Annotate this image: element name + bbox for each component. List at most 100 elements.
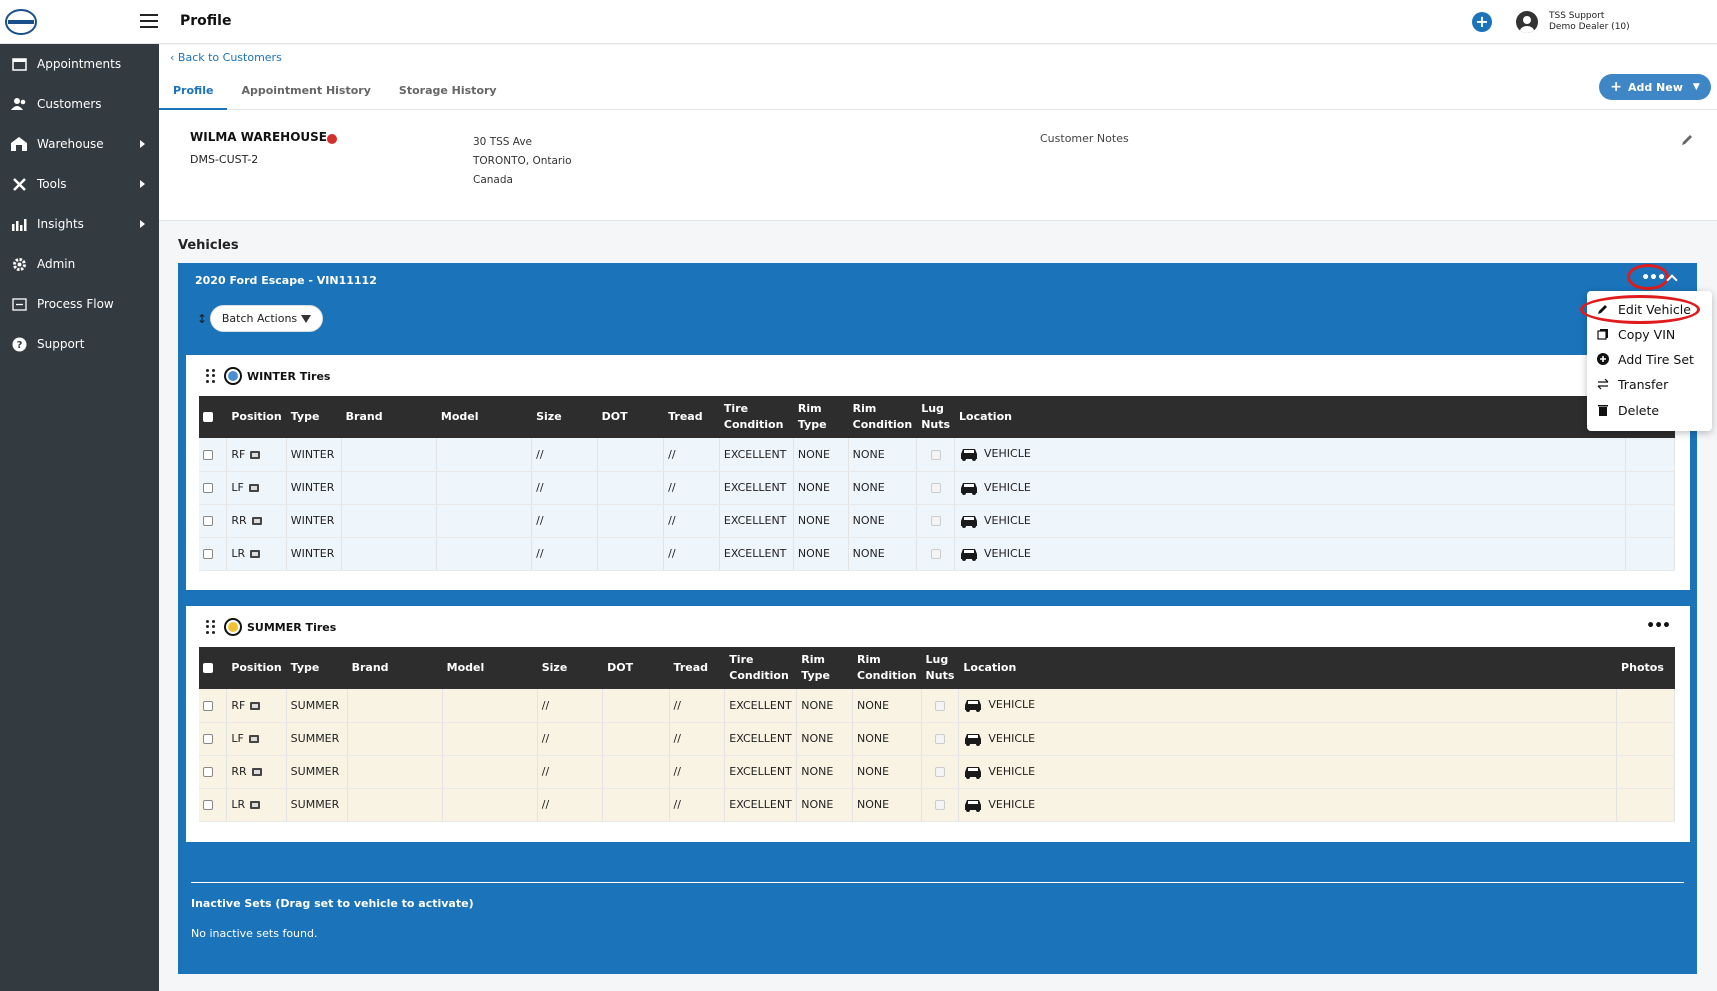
menu-item-add-tire-set[interactable]: Add Tire Set	[1597, 348, 1694, 370]
lug-nuts-checkbox[interactable]	[934, 767, 945, 777]
col-position: Position	[226, 647, 287, 689]
cell-brand	[341, 537, 437, 571]
chevron-right-icon	[140, 140, 145, 148]
position-text: LR	[231, 547, 246, 560]
table-row[interactable]: RR WINTER////EXCELLENT NONE NONE VEHICLE	[199, 504, 1676, 538]
more-options-icon[interactable]: •••	[1646, 618, 1671, 634]
top-bar: Profile + TSS Support Demo Dealer (10)	[0, 0, 1717, 44]
lug-nuts-checkbox[interactable]	[934, 800, 945, 810]
cell-tire-condition: EXCELLENT	[724, 722, 798, 756]
profile-header	[159, 45, 1717, 221]
photo-icon[interactable]	[251, 768, 262, 776]
row-checkbox[interactable]	[203, 549, 213, 559]
table-row[interactable]: LR SUMMER////EXCELLENT NONE NONE VEHICLE	[199, 788, 1675, 822]
photo-icon[interactable]	[248, 484, 259, 492]
table-row[interactable]: RF WINTER////EXCELLENT NONE NONE VEHICLE	[199, 438, 1676, 472]
table-row[interactable]: LR WINTER////EXCELLENT NONE NONE VEHICLE	[199, 537, 1676, 571]
cell-tread: //	[663, 471, 720, 505]
drag-handle-icon[interactable]	[206, 620, 216, 634]
row-checkbox[interactable]	[203, 800, 213, 810]
header-line: Rim	[857, 653, 881, 666]
photo-icon[interactable]	[250, 701, 261, 710]
cell-lug-nuts	[916, 471, 956, 505]
photo-icon[interactable]	[248, 735, 259, 743]
sidebar-item-insights[interactable]: Insights	[0, 204, 159, 244]
tab-profile[interactable]: Profile	[159, 76, 228, 110]
table-row[interactable]: RR SUMMER////EXCELLENT NONE NONE VEHICLE	[199, 755, 1675, 789]
add-new-button[interactable]: + Add New ▼	[1599, 74, 1711, 100]
photo-icon[interactable]	[250, 550, 261, 558]
batch-actions-button[interactable]: Batch Actions	[210, 305, 323, 332]
select-all-header	[199, 396, 228, 438]
lug-nuts-checkbox[interactable]	[930, 483, 941, 493]
menu-item-delete[interactable]: Delete	[1597, 399, 1659, 421]
user-info[interactable]: TSS Support Demo Dealer (10)	[1549, 11, 1630, 33]
location-text: VEHICLE	[984, 480, 1031, 494]
photo-icon[interactable]	[250, 450, 261, 459]
sidebar-item-appointments[interactable]: Appointments	[0, 44, 159, 84]
cell-tread: //	[669, 689, 726, 723]
photo-icon[interactable]	[250, 801, 261, 809]
position-text: RR	[231, 765, 247, 778]
cell-type: WINTER	[286, 537, 342, 571]
cell-location: VEHICLE	[958, 722, 1618, 756]
row-checkbox[interactable]	[203, 516, 213, 526]
select-all-checkbox[interactable]	[203, 663, 213, 673]
sidebar-item-warehouse[interactable]: Warehouse	[0, 124, 159, 164]
table-row[interactable]: LF SUMMER////EXCELLENT NONE NONE VEHICLE	[199, 722, 1675, 756]
brand-logo[interactable]	[4, 8, 38, 36]
lug-nuts-checkbox[interactable]	[930, 516, 941, 526]
cell-lug-nuts	[916, 438, 956, 472]
lug-nuts-checkbox[interactable]	[930, 449, 941, 460]
row-checkbox[interactable]	[203, 767, 213, 777]
cell-location: VEHICLE	[954, 438, 1626, 472]
cell-dot	[602, 788, 670, 822]
hamburger-menu-icon[interactable]	[140, 14, 158, 28]
highlight-ring	[1580, 295, 1700, 324]
user-avatar-icon[interactable]	[1516, 11, 1538, 33]
tabs-divider	[159, 109, 1717, 110]
edit-pencil-icon[interactable]	[1680, 133, 1694, 147]
lug-nuts-checkbox[interactable]	[934, 734, 945, 744]
customer-name: WILMA WAREHOUSE	[190, 130, 328, 144]
table-row[interactable]: RF SUMMER////EXCELLENT NONE NONE VEHICLE	[199, 689, 1675, 723]
menu-item-transfer[interactable]: Transfer	[1597, 373, 1668, 395]
quick-add-plus-icon[interactable]: +	[1472, 12, 1492, 32]
sidebar-item-customers[interactable]: Customers	[0, 84, 159, 124]
menu-item-copy-vin[interactable]: Copy VIN	[1597, 323, 1675, 345]
col-tire-condition: Tire Condition	[719, 396, 794, 438]
cell-photos	[1625, 537, 1676, 571]
cell-photos	[1616, 722, 1675, 756]
tab-appointment-history[interactable]: Appointment History	[241, 84, 371, 97]
lug-nuts-checkbox[interactable]	[930, 549, 941, 559]
customer-id: DMS-CUST-2	[190, 153, 259, 166]
tab-storage-history[interactable]: Storage History	[398, 84, 497, 97]
drag-handle-icon[interactable]	[206, 369, 216, 383]
row-checkbox[interactable]	[203, 449, 213, 460]
lug-nuts-checkbox[interactable]	[934, 700, 945, 711]
row-checkbox[interactable]	[203, 734, 213, 744]
row-checkbox[interactable]	[203, 483, 213, 493]
row-checkbox[interactable]	[203, 700, 213, 711]
cell-location: VEHICLE	[958, 689, 1618, 723]
sidebar-item-tools[interactable]: Tools	[0, 164, 159, 204]
cell-rim-type: NONE	[796, 689, 853, 723]
cell-dot	[602, 722, 670, 756]
header-line: Nuts	[925, 669, 955, 682]
sidebar-item-admin[interactable]: Admin	[0, 244, 159, 284]
photo-icon[interactable]	[251, 517, 262, 525]
cell-photos	[1625, 504, 1676, 538]
cell-position: LF	[226, 722, 287, 756]
status-dot	[327, 134, 337, 144]
sidebar-item-support[interactable]: ? Support	[0, 324, 159, 364]
col-lug-nuts: Lug Nuts	[916, 396, 956, 438]
sort-icon[interactable]: ↕	[197, 312, 208, 326]
select-all-checkbox[interactable]	[203, 412, 213, 422]
cell-type: WINTER	[286, 471, 342, 505]
menu-item-label: Transfer	[1618, 376, 1669, 392]
back-to-customers-link[interactable]: ‹ Back to Customers	[170, 51, 282, 64]
table-row[interactable]: LF WINTER////EXCELLENT NONE NONE VEHICLE	[199, 471, 1676, 505]
cell-brand	[347, 689, 443, 723]
sidebar-item-process-flow[interactable]: Process Flow	[0, 284, 159, 324]
header-line: Rim	[797, 402, 822, 415]
